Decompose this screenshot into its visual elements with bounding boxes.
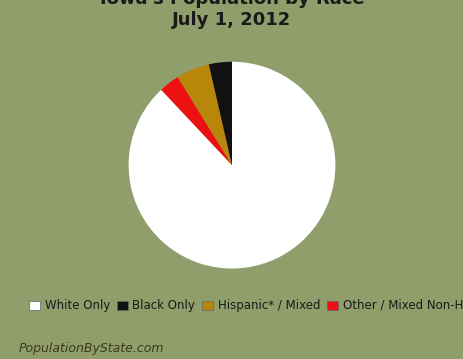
Wedge shape — [128, 62, 335, 269]
Text: PopulationByState.com: PopulationByState.com — [19, 342, 164, 355]
Wedge shape — [161, 77, 232, 165]
Wedge shape — [177, 64, 232, 165]
Legend: White Only, Black Only, Hispanic* / Mixed, Other / Mixed Non-Hispanic: White Only, Black Only, Hispanic* / Mixe… — [25, 295, 463, 317]
Title: Iowa's Population by Race
July 1, 2012: Iowa's Population by Race July 1, 2012 — [100, 0, 363, 29]
Wedge shape — [208, 62, 232, 165]
